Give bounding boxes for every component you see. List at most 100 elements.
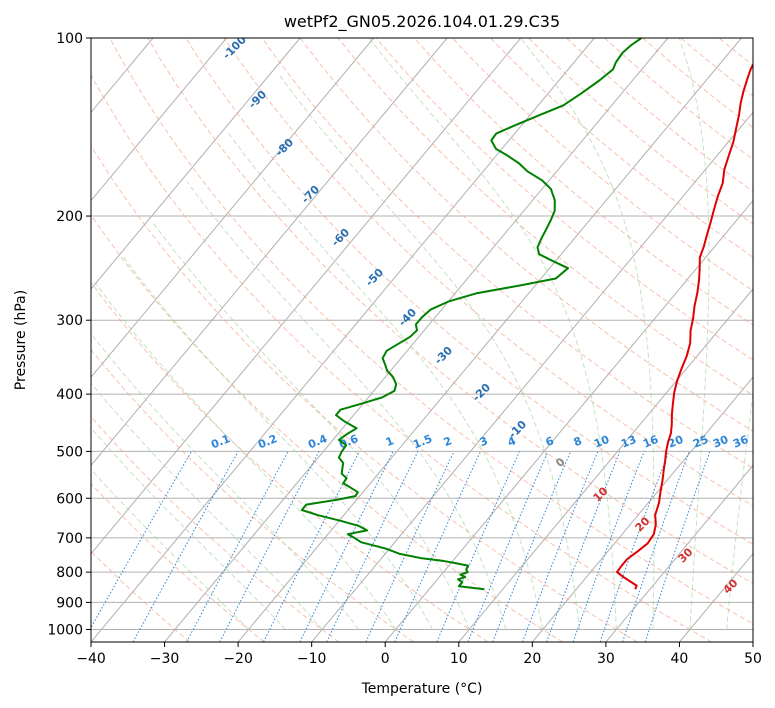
mixing-ratio-line (326, 451, 419, 642)
moist-adiabat-line (278, 73, 581, 630)
dry-adiabat-line (337, 38, 753, 396)
y-tick-label: 900 (56, 595, 83, 611)
isotherm-line (91, 38, 595, 642)
mixing-ratio-line (492, 451, 572, 642)
y-tick-label: 600 (56, 491, 83, 507)
dry-adiabat-line (109, 38, 753, 625)
isotherm-line (531, 376, 753, 642)
mixing-ratio-label: 30 (711, 433, 730, 451)
dry-adiabat-line (261, 38, 753, 469)
x-axis-label: Temperature (°C) (361, 681, 483, 697)
moist-adiabat-line (368, 38, 617, 630)
dry-adiabat-line (223, 38, 753, 507)
mixing-ratio-line (365, 451, 455, 642)
dry-adiabat-line (147, 38, 753, 585)
x-tick-label: 50 (744, 651, 762, 667)
mixing-ratio-line (132, 451, 239, 642)
y-tick-label: 500 (56, 444, 83, 460)
mixing-ratio-line (91, 451, 192, 629)
dry-adiabat-line (91, 213, 563, 642)
moist-adiabat-line (123, 257, 433, 630)
dry-adiabat-line (91, 144, 638, 642)
moist-adiabat-line (91, 332, 360, 630)
skewed-isotherm-gridlines (91, 38, 753, 642)
moist-adiabat-line (95, 283, 397, 630)
moist-adiabats (91, 38, 753, 630)
mixing-ratio-line (622, 451, 690, 642)
x-tick-label: 40 (671, 651, 689, 667)
isotherm-line (605, 464, 753, 642)
mixing-ratio-line (572, 451, 645, 642)
dry-adiabat-line (91, 482, 265, 642)
dry-adiabats (91, 38, 753, 642)
mixing-ratio-line (263, 451, 360, 642)
moist-adiabat-line (91, 427, 286, 630)
y-tick-label: 1000 (47, 622, 83, 638)
x-tick-label: −30 (150, 651, 180, 667)
isotherm-line (91, 38, 227, 202)
mixing-ratio-line (219, 451, 320, 642)
mixing-ratio-label: 2 (442, 434, 454, 449)
moist-adiabat-line (678, 38, 710, 630)
mixing-ratio-label: 8 (572, 434, 584, 449)
y-tick-label: 700 (56, 531, 83, 547)
y-tick-label: 400 (56, 387, 83, 403)
y-axis-ticks: 100 200 300 400 500 600 700 800 900 1000 (47, 31, 91, 638)
dry-adiabat-line (375, 38, 753, 361)
x-axis-ticks: −40 −30 −20 −10 0 10 20 30 40 50 (76, 642, 762, 667)
mixing-ratio-line (546, 451, 621, 642)
mixing-ratio-line (436, 451, 520, 642)
isotherm-line (164, 38, 669, 642)
temperature-profile-line (616, 62, 753, 590)
mixing-ratio-line (186, 451, 289, 642)
isotherm-line (237, 38, 742, 642)
moist-adiabat-line (520, 38, 655, 630)
moist-adiabat-line (91, 382, 323, 630)
mixing-ratio-line (599, 451, 670, 642)
sounding-profiles (300, 38, 753, 591)
mixing-ratio-label: 36 (731, 433, 750, 451)
x-tick-label: −10 (297, 651, 327, 667)
moist-adiabat-line (152, 222, 470, 630)
mixing-ratio-label: 1 (384, 434, 396, 449)
x-tick-label: −20 (223, 651, 253, 667)
isotherm-line (91, 38, 448, 467)
mixing-ratio-line (644, 451, 711, 642)
y-axis-label: Pressure (hPa) (13, 290, 29, 390)
dry-adiabat-line (91, 281, 489, 642)
isotherm-line (91, 38, 522, 555)
mixing-ratio-label: 20 (666, 433, 685, 451)
x-tick-label: −40 (76, 651, 106, 667)
dry-adiabat-line (185, 38, 753, 545)
chart-title: wetPf2_GN05.2026.104.01.29.C35 (284, 12, 560, 32)
y-tick-label: 800 (56, 565, 83, 581)
mixing-ratio-label: 16 (641, 433, 660, 451)
dewpoint-profile-line (300, 38, 642, 591)
moist-adiabat-line (186, 181, 507, 630)
x-tick-label: 0 (381, 651, 390, 667)
mixing-ratio-line (299, 451, 394, 642)
isotherm-line (91, 38, 375, 378)
x-tick-label: 30 (597, 651, 615, 667)
x-tick-label: 20 (523, 651, 541, 667)
isotherm-line (384, 199, 753, 642)
y-tick-label: 200 (56, 209, 83, 225)
mixing-ratio-line (394, 451, 482, 642)
mixing-ratio-line (522, 451, 599, 642)
plot-frame (90, 37, 754, 643)
moist-adiabat-line (726, 390, 753, 630)
mixing-ratio-lines (91, 451, 711, 642)
mixing-ratio-label: 3 (478, 434, 490, 449)
mixing-ratio-label: 25 (691, 433, 710, 451)
y-tick-label: 300 (56, 313, 83, 329)
isotherm-line (458, 288, 753, 642)
dry-adiabat-line (91, 73, 713, 642)
plot-area: -100-90-80-70-60-50-40-30-20-10010203040… (91, 38, 753, 642)
y-tick-label: 100 (56, 31, 83, 47)
isotherm-line (91, 38, 301, 290)
x-tick-label: 10 (450, 651, 468, 667)
moist-adiabat-line (228, 133, 544, 630)
mixing-ratio-label: 13 (619, 433, 638, 451)
